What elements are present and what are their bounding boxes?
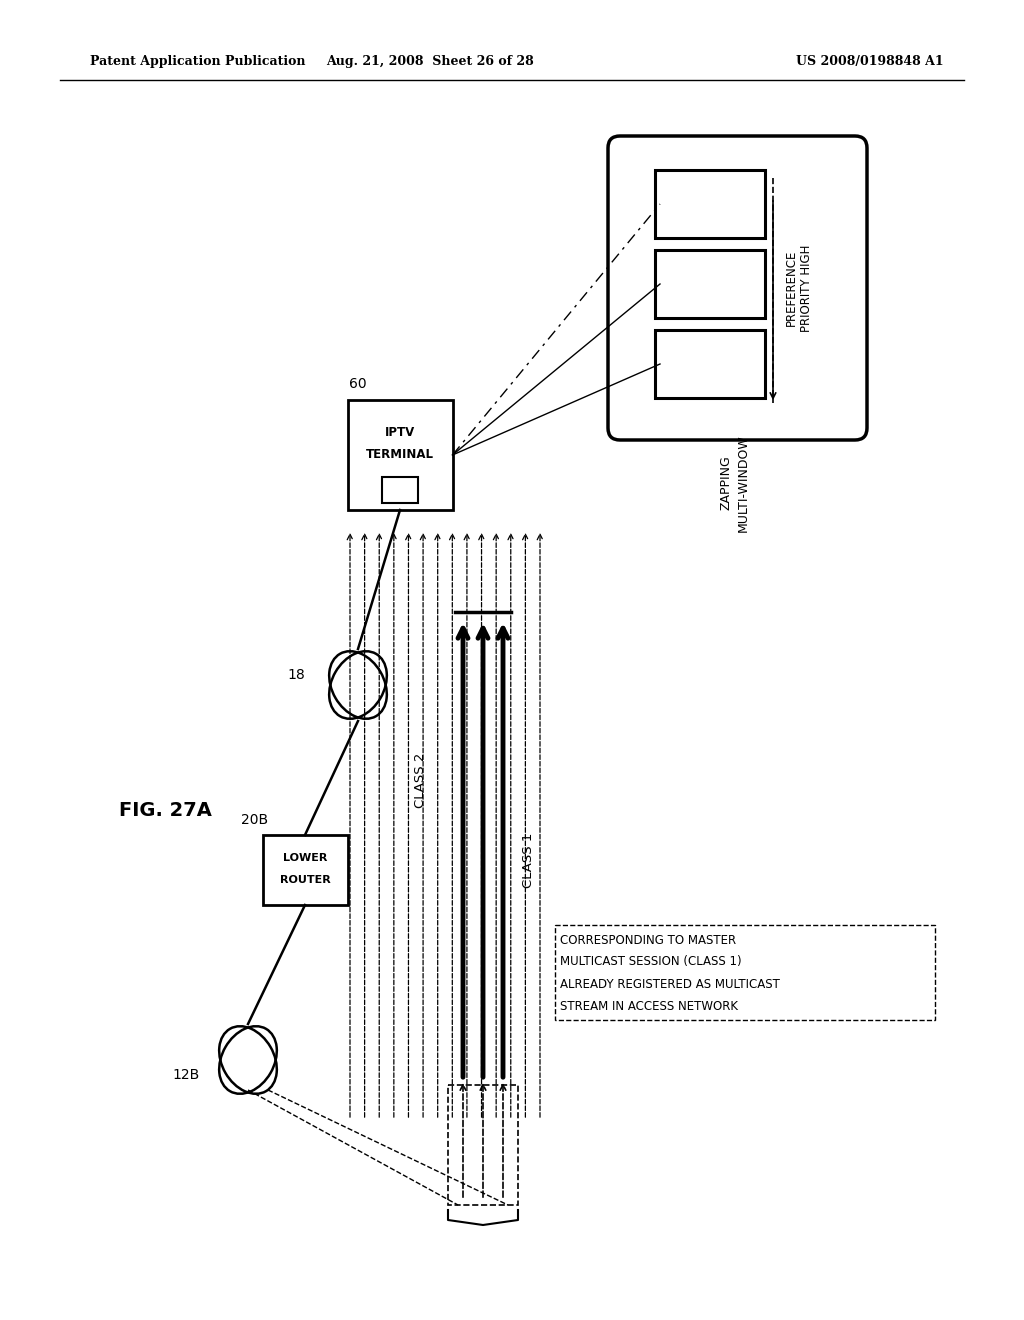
Text: CLASS 1: CLASS 1 [521,833,535,887]
Text: ROUTER: ROUTER [280,875,331,884]
FancyBboxPatch shape [555,925,935,1020]
FancyBboxPatch shape [262,836,347,906]
Text: STREAM IN ACCESS NETWORK: STREAM IN ACCESS NETWORK [560,999,738,1012]
Text: CORRESPONDING TO MASTER: CORRESPONDING TO MASTER [560,933,736,946]
Text: MULTI-WINDOW: MULTI-WINDOW [737,434,750,532]
FancyBboxPatch shape [608,136,867,440]
Text: Aug. 21, 2008  Sheet 26 of 28: Aug. 21, 2008 Sheet 26 of 28 [326,55,534,69]
Text: MULTICAST SESSION (CLASS 1): MULTICAST SESSION (CLASS 1) [560,956,741,969]
Text: FIG. 27A: FIG. 27A [119,800,211,820]
Text: US 2008/0198848 A1: US 2008/0198848 A1 [797,55,944,69]
FancyBboxPatch shape [347,400,453,510]
Text: ZAPPING: ZAPPING [719,455,732,511]
Text: 12B: 12B [172,1068,200,1082]
Text: PRIORITY HIGH: PRIORITY HIGH [801,244,813,331]
Text: 60: 60 [349,378,367,391]
Text: LOWER: LOWER [283,853,328,863]
Text: PREFERENCE: PREFERENCE [784,249,798,326]
FancyBboxPatch shape [655,249,765,318]
Text: CLASS 2: CLASS 2 [414,752,427,808]
Text: Patent Application Publication: Patent Application Publication [90,55,305,69]
FancyBboxPatch shape [382,477,418,503]
Text: 20B: 20B [241,813,267,828]
FancyBboxPatch shape [449,1085,518,1205]
FancyBboxPatch shape [655,170,765,238]
Text: ALREADY REGISTERED AS MULTICAST: ALREADY REGISTERED AS MULTICAST [560,978,780,990]
Text: TERMINAL: TERMINAL [366,449,434,462]
Text: 18: 18 [287,668,305,682]
Text: IPTV: IPTV [385,426,415,440]
FancyBboxPatch shape [655,330,765,399]
